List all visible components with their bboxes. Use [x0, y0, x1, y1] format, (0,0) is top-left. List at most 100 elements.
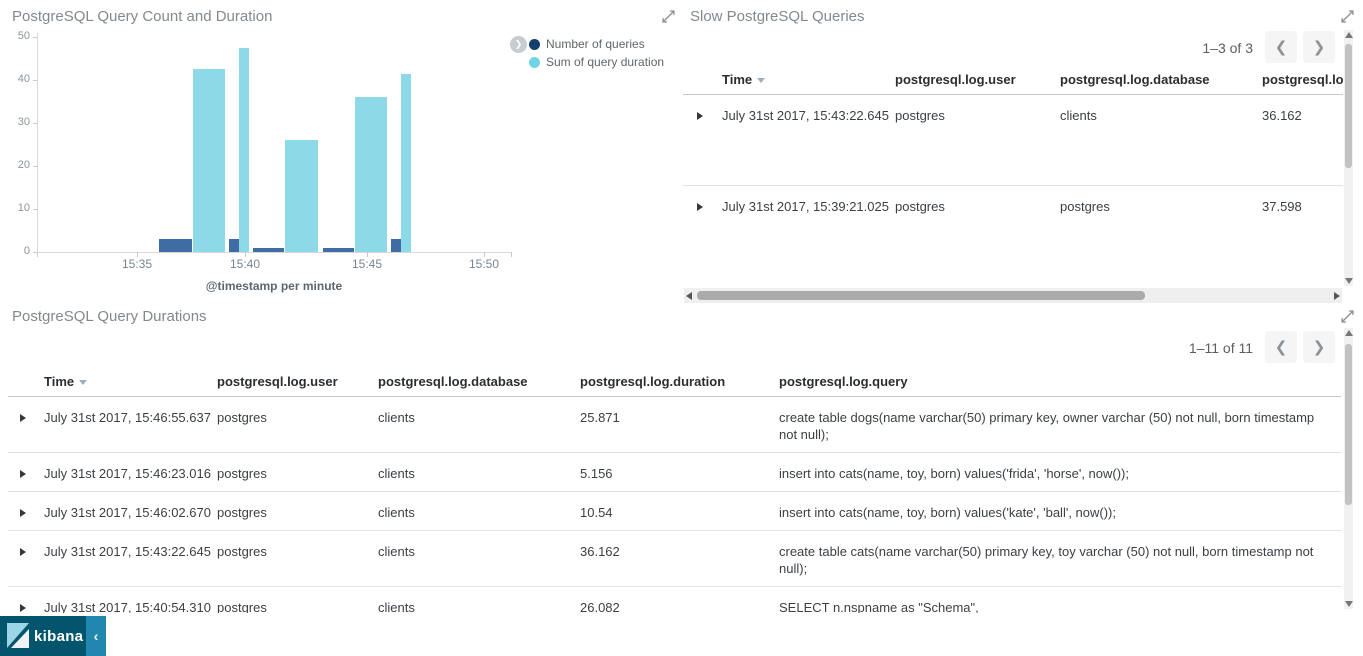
- y-axis-tick-mark: [33, 123, 37, 124]
- column-header-col2[interactable]: postgresql.log.database: [378, 366, 580, 396]
- table-header-expander-spacer: [8, 366, 44, 379]
- row-expand-caret-icon[interactable]: [697, 203, 703, 211]
- cell-time: July 31st 2017, 15:40:54.310: [44, 600, 211, 613]
- scroll-left-icon[interactable]: [686, 292, 692, 300]
- cell-database: clients: [378, 466, 415, 481]
- kibana-logo-text: kibana: [34, 627, 84, 645]
- cell-duration: 36.162: [580, 544, 620, 559]
- scroll-up-icon[interactable]: [1345, 330, 1353, 336]
- chart-legend: Number of queries Sum of query duration: [529, 35, 664, 71]
- column-header-col1[interactable]: postgresql.log.user: [217, 366, 378, 396]
- expander-cell: [8, 492, 44, 530]
- slow-queries-pagination-label: 1–3 of 3: [1202, 40, 1253, 56]
- cell-time: July 31st 2017, 15:46:02.670: [44, 505, 211, 520]
- legend-toggle-icon[interactable]: ❯: [510, 36, 527, 53]
- cell-duration: 36.162: [1262, 108, 1302, 123]
- y-axis-tick-mark: [33, 252, 37, 253]
- row-expand-caret-icon[interactable]: [20, 470, 26, 478]
- chart-expand-icon[interactable]: [662, 10, 675, 23]
- chart-bar[interactable]: [193, 69, 225, 252]
- y-axis-tick-mark: [33, 80, 37, 81]
- cell-time: July 31st 2017, 15:39:21.025: [722, 199, 889, 214]
- chart-bar[interactable]: [401, 73, 411, 252]
- y-axis-tick-mark: [33, 166, 37, 167]
- y-axis-tick-label: 0: [23, 245, 30, 257]
- legend-item-label: Sum of query duration: [546, 55, 665, 69]
- row-expand-caret-icon[interactable]: [20, 604, 26, 612]
- cell-duration: 26.082: [580, 600, 620, 613]
- query-durations-table: Time postgresql.log.user postgresql.log.da…: [8, 366, 1341, 613]
- row-expand-caret-icon[interactable]: [697, 112, 703, 120]
- query-durations-vscroll-thumb[interactable]: [1345, 344, 1352, 505]
- sort-descending-icon: [79, 380, 88, 385]
- chart-bar[interactable]: [253, 247, 284, 252]
- cell-query: insert into cats(name, toy, born) values…: [779, 466, 1129, 481]
- cell-time: July 31st 2017, 15:43:22.645: [722, 108, 889, 123]
- column-header-label: postgresql.log.database: [1060, 72, 1210, 87]
- slow-queries-expand-icon[interactable]: [1341, 10, 1354, 23]
- bar-chart: 50 40 30 20 10 0 15:35 15:40 15:45 15:50: [0, 0, 683, 300]
- expander-cell: [683, 95, 722, 133]
- chart-bar[interactable]: [229, 239, 239, 252]
- chart-bar[interactable]: [355, 97, 387, 252]
- table-row: July 31st 2017, 15:43:22.645 postgres clie…: [8, 531, 1341, 587]
- table-row: July 31st 2017, 15:43:22.645 postgres clie…: [683, 95, 1343, 185]
- y-axis-line: [37, 33, 38, 252]
- query-durations-expand-icon[interactable]: [1341, 310, 1354, 323]
- slow-queries-vscrollbar[interactable]: [1344, 30, 1353, 286]
- column-header-col2[interactable]: postgresql.log.database: [1060, 64, 1262, 94]
- row-expand-caret-icon[interactable]: [20, 414, 26, 422]
- y-axis-tick-label: 40: [17, 73, 30, 85]
- row-expand-caret-icon[interactable]: [20, 548, 26, 556]
- y-axis-tick-mark: [33, 37, 37, 38]
- slow-queries-title: Slow PostgreSQL Queries: [690, 8, 865, 25]
- query-durations-next-button[interactable]: ❯: [1303, 331, 1335, 363]
- column-header-col3[interactable]: postgresql.log.: [1262, 64, 1343, 94]
- chart-bar[interactable]: [159, 239, 192, 252]
- slow-queries-hscrollbar[interactable]: [684, 288, 1342, 303]
- table-row: July 31st 2017, 15:39:21.025 postgres post…: [683, 185, 1343, 286]
- chart-bar[interactable]: [391, 239, 401, 252]
- chart-bar[interactable]: [285, 140, 318, 252]
- cell-duration: 37.598: [1262, 199, 1302, 214]
- column-header-label: postgresql.log.duration: [580, 374, 726, 389]
- expander-cell: [8, 587, 44, 613]
- cell-user: postgres: [217, 505, 267, 520]
- slow-queries-next-button[interactable]: ❯: [1303, 31, 1335, 63]
- legend-color-dot: [529, 56, 540, 68]
- legend-item[interactable]: Number of queries: [529, 35, 664, 53]
- scroll-down-icon[interactable]: [1345, 601, 1353, 607]
- slow-queries-table: Time postgresql.log.user postgresql.log.da…: [683, 64, 1343, 286]
- chart-panel-title: PostgreSQL Query Count and Duration: [12, 8, 273, 25]
- chart-panel: PostgreSQL Query Count and Duration 50 40…: [0, 0, 683, 300]
- x-axis-tick-label: 15:40: [229, 257, 261, 271]
- cell-database: clients: [1060, 108, 1097, 123]
- sidebar-collapse-button[interactable]: ‹: [86, 616, 106, 656]
- scroll-down-icon[interactable]: [1345, 278, 1353, 284]
- chart-bar[interactable]: [323, 247, 354, 252]
- column-header-col3[interactable]: postgresql.log.duration: [580, 366, 779, 396]
- column-header-col1[interactable]: postgresql.log.user: [895, 64, 1060, 94]
- chart-bar[interactable]: [239, 47, 249, 252]
- table-row: July 31st 2017, 15:46:23.016 postgres clie…: [8, 453, 1341, 492]
- column-header-time[interactable]: Time: [44, 366, 217, 396]
- slow-queries-hscroll-thumb[interactable]: [697, 291, 1145, 300]
- slow-queries-prev-button[interactable]: ❮: [1265, 31, 1297, 63]
- y-axis-tick-label: 10: [17, 202, 30, 214]
- cell-time: July 31st 2017, 15:46:55.637: [44, 410, 211, 425]
- legend-item[interactable]: Sum of query duration: [529, 53, 664, 71]
- table-header-row: Time postgresql.log.user postgresql.log.da…: [8, 366, 1341, 397]
- scroll-right-icon[interactable]: [1334, 292, 1340, 300]
- row-expand-caret-icon[interactable]: [20, 509, 26, 517]
- cell-user: postgres: [217, 466, 267, 481]
- kibana-logo-bar[interactable]: kibana: [0, 616, 86, 656]
- query-durations-prev-button[interactable]: ❮: [1265, 331, 1297, 363]
- scroll-up-icon[interactable]: [1345, 32, 1353, 38]
- x-axis-tick-label: 15:50: [468, 257, 500, 271]
- query-durations-vscrollbar[interactable]: [1344, 328, 1353, 609]
- column-header-time[interactable]: Time: [722, 64, 895, 94]
- column-header-col4[interactable]: postgresql.log.query: [779, 366, 1341, 396]
- slow-queries-vscroll-thumb[interactable]: [1345, 44, 1352, 168]
- cell-user: postgres: [895, 199, 945, 214]
- query-durations-pagination-label: 1–11 of 11: [1188, 340, 1253, 356]
